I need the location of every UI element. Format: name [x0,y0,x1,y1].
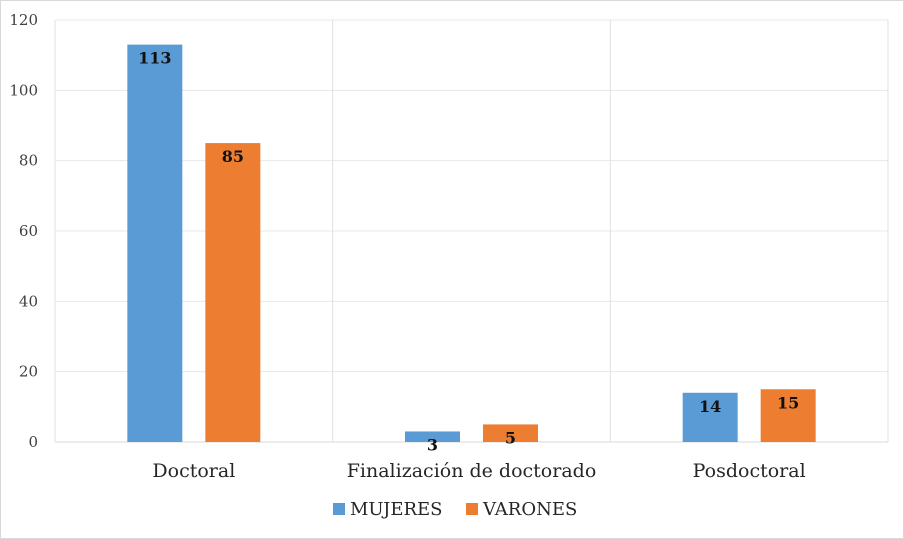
data-label: 14 [699,397,721,416]
x-category-label: Doctoral [152,460,235,482]
x-category-label: Finalización de doctorado [347,460,597,482]
y-tick-label: 120 [9,11,38,29]
y-axis: 0 20 40 60 80 100 120 [9,11,38,451]
data-label: 15 [777,393,799,412]
x-axis: Doctoral Finalización de doctorado Posdoct… [152,460,805,482]
y-tick-label: 20 [19,363,38,381]
data-label: 3 [427,435,438,454]
bar-varones-2 [760,389,816,442]
legend-label-mujeres: MUJERES [350,499,443,520]
data-label: 5 [505,428,516,447]
legend: MUJERES VARONES [333,499,577,520]
bar-mujeres-1 [405,431,460,442]
legend-swatch-mujeres [333,503,345,515]
bar-mujeres-0 [127,44,183,442]
data-label: 113 [138,49,171,68]
y-tick-label: 0 [28,433,38,451]
y-tick-label: 80 [19,152,38,170]
y-tick-label: 100 [9,81,38,99]
legend-label-varones: VARONES [482,499,577,520]
y-tick-label: 40 [19,292,38,310]
gridlines [54,19,889,443]
y-tick-label: 60 [19,222,38,240]
data-label: 85 [222,147,244,166]
bar-mujeres-2 [682,392,738,442]
x-category-label: Posdoctoral [693,460,806,482]
bar-varones-1 [483,424,538,442]
legend-swatch-varones [466,503,478,515]
bars: 113 85 3 5 14 15 [127,44,816,454]
bar-varones-0 [205,143,261,443]
